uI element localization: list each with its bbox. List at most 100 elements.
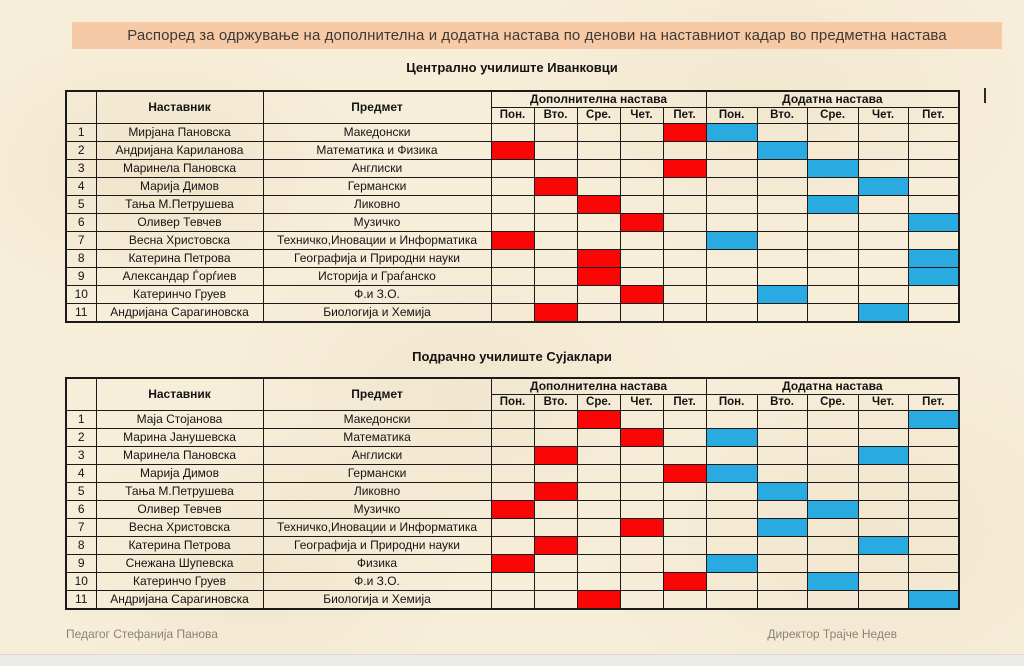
day-cell (806, 482, 859, 501)
day-cell (533, 464, 578, 483)
day-cell (907, 482, 960, 501)
day-cell (662, 213, 707, 232)
day-cell (806, 464, 859, 483)
day-cell (662, 482, 707, 501)
day-cell (533, 410, 578, 429)
additional-marked-cell (756, 518, 808, 537)
additional-marked-cell (857, 303, 909, 323)
day-cell (619, 572, 664, 591)
table-row: 2 Марина Јанушевска Математика (65, 428, 960, 447)
day-cell (907, 428, 960, 447)
day-cell (619, 231, 664, 250)
additional-marked-cell (806, 159, 859, 178)
supplementary-marked-cell (619, 213, 664, 232)
table-row: 6 Оливер Тевчев Музичко (65, 500, 960, 519)
day-cell (756, 303, 808, 323)
subject-cell: Техничко,Иновации и Информатика (262, 231, 492, 250)
day-cell (806, 446, 859, 465)
subject-cell: Географија и Природни науки (262, 536, 492, 555)
day-cell (533, 428, 578, 447)
day-cell (857, 141, 909, 160)
day-cell (756, 123, 808, 142)
day-cell (533, 590, 578, 610)
teacher-cell: Александар Ѓорѓиев (95, 267, 264, 286)
day-cell (576, 482, 621, 501)
additional-marked-cell (907, 410, 960, 429)
supplementary-day-header: Вто. (533, 107, 578, 124)
day-cell (806, 213, 859, 232)
additional-marked-cell (705, 428, 758, 447)
day-cell (619, 446, 664, 465)
subject-cell: Физика (262, 554, 492, 573)
day-cell (533, 554, 578, 573)
day-cell (576, 464, 621, 483)
day-cell (907, 123, 960, 142)
day-cell (756, 464, 808, 483)
day-cell (857, 123, 909, 142)
footer-director: Директор Трајче Недев (767, 627, 897, 641)
day-cell (806, 123, 859, 142)
day-cell (857, 428, 909, 447)
day-cell (576, 231, 621, 250)
table-row: 4 Марија Димов Германски (65, 177, 960, 196)
row-number-cell: 2 (65, 141, 97, 160)
day-cell (705, 303, 758, 323)
day-cell (533, 285, 578, 304)
document-title: Распоред за одржување на дополнителна и … (127, 27, 947, 44)
day-cell (533, 123, 578, 142)
day-cell (662, 554, 707, 573)
additional-marked-cell (857, 446, 909, 465)
additional-marked-cell (756, 141, 808, 160)
row-number-header (65, 90, 97, 124)
day-cell (662, 500, 707, 519)
subject-cell: Историја и Граѓанско (262, 267, 492, 286)
day-cell (533, 500, 578, 519)
document-title-banner: Распоред за одржување на дополнителна и … (72, 22, 1002, 49)
teacher-cell: Андријана Сарагиновска (95, 303, 264, 323)
additional-day-header: Пон. (705, 394, 758, 411)
subject-cell: Англиски (262, 159, 492, 178)
subject-cell: Ф.и З.О. (262, 285, 492, 304)
schedule-table-central: Наставник Предмет Дополнителна настава Дода… (65, 90, 961, 323)
table-row: 9 Александар Ѓорѓиев Историја и Граѓанско (65, 267, 960, 286)
footer-pedagogue: Педагог Стефанија Панова (66, 627, 218, 641)
subject-cell: Ф.и З.О. (262, 572, 492, 591)
day-cell (907, 141, 960, 160)
day-cell (756, 195, 808, 214)
teacher-cell: Марија Димов (95, 464, 264, 483)
day-cell (490, 518, 535, 537)
day-cell (662, 141, 707, 160)
day-cell (576, 518, 621, 537)
row-number-cell: 1 (65, 123, 97, 142)
additional-marked-cell (857, 177, 909, 196)
teacher-cell: Катерина Петрова (95, 249, 264, 268)
subject-cell: Ликовно (262, 482, 492, 501)
subject-cell: Техничко,Иновации и Информатика (262, 518, 492, 537)
day-cell (576, 428, 621, 447)
supplementary-day-header: Вто. (533, 394, 578, 411)
day-cell (490, 159, 535, 178)
school-title-central: Централно училиште Иванковци (406, 60, 618, 75)
day-cell (705, 536, 758, 555)
day-cell (576, 159, 621, 178)
teacher-cell: Катерина Петрова (95, 536, 264, 555)
day-cell (907, 572, 960, 591)
day-cell (806, 428, 859, 447)
day-cell (705, 141, 758, 160)
day-cell (756, 572, 808, 591)
teacher-header: Наставник (95, 90, 264, 124)
table-row: 4 Марија Димов Германски (65, 464, 960, 483)
teacher-header: Наставник (95, 377, 264, 411)
day-cell (806, 285, 859, 304)
day-cell (806, 177, 859, 196)
day-cell (907, 554, 960, 573)
day-cell (907, 177, 960, 196)
teacher-cell: Снежана Шупевска (95, 554, 264, 573)
day-cell (619, 123, 664, 142)
table-row: 1 Мирјана Пановска Македонски (65, 123, 960, 142)
day-cell (619, 303, 664, 323)
day-cell (490, 267, 535, 286)
supplementary-group-header: Дополнителна настава (490, 90, 707, 108)
supplementary-marked-cell (576, 195, 621, 214)
